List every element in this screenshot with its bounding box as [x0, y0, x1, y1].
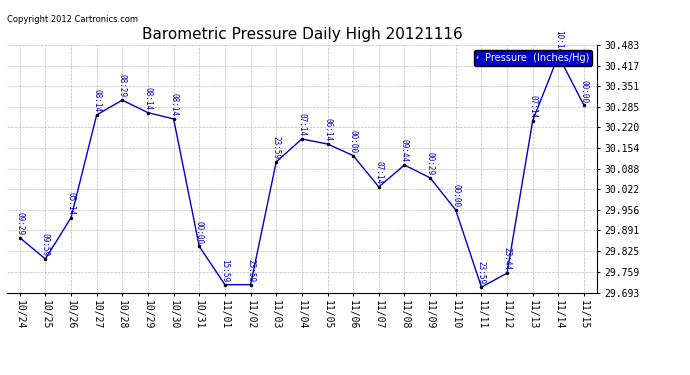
Text: Copyright 2012 Cartronics.com: Copyright 2012 Cartronics.com: [7, 15, 138, 24]
Text: 06:14: 06:14: [323, 118, 332, 141]
Text: 23:44: 23:44: [502, 247, 511, 270]
Text: 07:14: 07:14: [529, 94, 538, 118]
Text: 08:14: 08:14: [92, 89, 101, 112]
Text: 15:59: 15:59: [220, 259, 229, 282]
Text: 09:59: 09:59: [41, 233, 50, 256]
Text: 23:59: 23:59: [246, 259, 255, 282]
Text: 08:14: 08:14: [144, 87, 152, 110]
Text: 05:14: 05:14: [66, 192, 75, 215]
Legend: Pressure  (Inches/Hg): Pressure (Inches/Hg): [474, 50, 592, 66]
Text: 23:59: 23:59: [272, 136, 281, 159]
Text: 00:00: 00:00: [348, 130, 357, 153]
Text: 08:29: 08:29: [118, 74, 127, 98]
Text: 00:00: 00:00: [451, 184, 460, 207]
Text: 23:59: 23:59: [477, 261, 486, 284]
Text: 07:14: 07:14: [375, 161, 384, 184]
Text: 00:00: 00:00: [580, 80, 589, 103]
Text: 07:14: 07:14: [297, 113, 306, 136]
Text: 00:29: 00:29: [426, 152, 435, 175]
Text: 09:44: 09:44: [400, 139, 409, 162]
Text: 10:14: 10:14: [554, 30, 563, 53]
Text: 09:29: 09:29: [15, 212, 24, 235]
Title: Barometric Pressure Daily High 20121116: Barometric Pressure Daily High 20121116: [141, 27, 462, 42]
Text: 00:00: 00:00: [195, 220, 204, 244]
Text: 08:14: 08:14: [169, 93, 178, 116]
